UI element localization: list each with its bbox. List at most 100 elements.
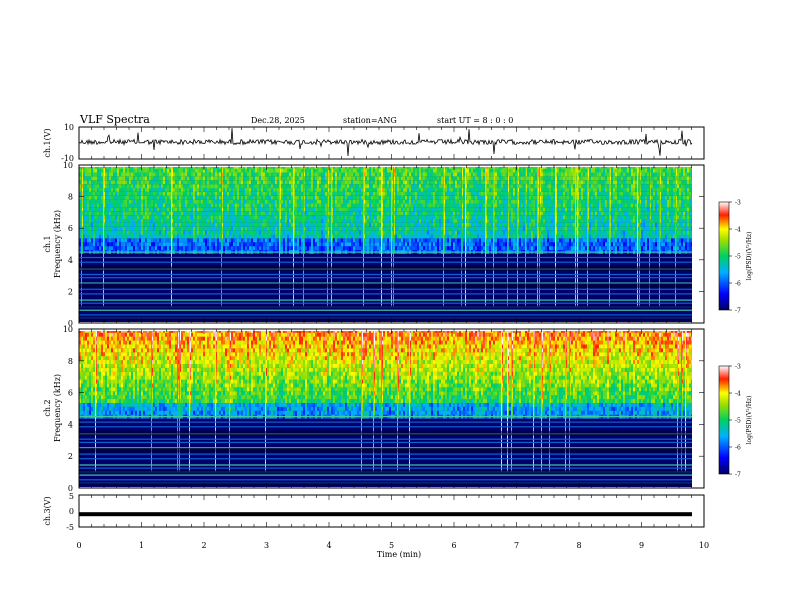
spectrogram-cell xyxy=(321,207,323,212)
spectrogram-cell xyxy=(349,187,351,192)
spectrogram-cell xyxy=(243,176,245,181)
spectrogram-cell xyxy=(139,218,141,223)
spectrogram-cell xyxy=(295,203,297,208)
spectrogram-cell xyxy=(169,246,171,251)
spectrogram-cell xyxy=(351,184,353,189)
spectrogram-cell xyxy=(365,199,367,204)
spectrogram-cell xyxy=(483,172,485,177)
spectrogram-cell xyxy=(423,246,425,251)
spectrogram-cell xyxy=(215,238,217,243)
spectrogram-cell xyxy=(183,172,185,177)
spectrogram-cell xyxy=(365,195,367,200)
spectrogram-cell xyxy=(321,230,323,235)
spectrogram-cell xyxy=(187,230,189,235)
spectrogram-cell xyxy=(133,230,135,235)
spectrogram-cell xyxy=(143,187,145,192)
spectrogram-cell xyxy=(177,176,179,181)
spectrogram-cell xyxy=(223,218,225,223)
spectrogram-cell xyxy=(349,218,351,223)
spectrogram-cell xyxy=(295,215,297,220)
spectrogram-cell xyxy=(95,172,97,177)
spectrogram-cell xyxy=(307,172,309,177)
spectrogram-cell xyxy=(353,172,355,177)
spectrogram-cell xyxy=(183,215,185,220)
spectrogram-cell xyxy=(335,211,337,216)
spectrogram-cell xyxy=(467,222,469,227)
spectrogram-cell xyxy=(167,238,169,243)
spectrogram-cell xyxy=(83,180,85,185)
spectrogram-cell xyxy=(247,246,249,251)
spectrogram-cell xyxy=(371,230,373,235)
spectrogram-cell xyxy=(143,215,145,220)
spectrogram-cell xyxy=(355,211,357,216)
spectrogram-cell xyxy=(289,187,291,192)
spectrogram-cell xyxy=(257,242,259,247)
spectrogram-cell xyxy=(237,238,239,243)
spectrogram-cell xyxy=(309,176,311,181)
spectrogram-cell xyxy=(169,230,171,235)
spectrogram-cell xyxy=(405,167,407,169)
spectrogram-cell xyxy=(319,180,321,185)
spectrogram-cell xyxy=(93,207,95,212)
spectrogram-cell xyxy=(433,199,435,204)
spectrogram-cell xyxy=(379,230,381,235)
spectrogram-cell xyxy=(93,215,95,220)
spectrogram-cell xyxy=(233,226,235,231)
spectrogram-cell xyxy=(147,203,149,208)
spectrogram-cell xyxy=(287,242,289,247)
spectrogram-cell xyxy=(161,207,163,212)
spectrogram-cell xyxy=(321,167,323,169)
spectrogram-cell xyxy=(211,246,213,251)
spectrogram-cell xyxy=(99,222,101,227)
spectrogram-cell xyxy=(491,167,493,169)
spectrogram-cell xyxy=(457,203,459,208)
spectrogram-cell xyxy=(91,215,93,220)
spectrogram-cell xyxy=(333,184,335,189)
spectrogram-cell xyxy=(389,226,391,231)
spectrogram-cell xyxy=(181,180,183,185)
spectrogram-cell xyxy=(247,238,249,243)
spectrogram-cell xyxy=(155,168,157,173)
spectrogram-cell xyxy=(397,172,399,177)
spectrogram-cell xyxy=(459,215,461,220)
spectrogram-cell xyxy=(145,226,147,231)
spectrogram-cell xyxy=(353,215,355,220)
spectrogram-cell xyxy=(437,242,439,247)
spectrogram-cell xyxy=(263,230,265,235)
spectrogram-cell xyxy=(119,203,121,208)
spectrogram-cell xyxy=(281,242,283,247)
spectrogram-cell xyxy=(135,218,137,223)
spectrogram-cell xyxy=(133,207,135,212)
spectrogram-cell xyxy=(117,238,119,243)
spectrogram-cell xyxy=(273,184,275,189)
spectrogram-cell xyxy=(457,222,459,227)
spectrogram-cell xyxy=(441,218,443,223)
spectrogram-cell xyxy=(355,168,357,173)
spectrogram-cell xyxy=(325,184,327,189)
spectrogram-cell xyxy=(323,222,325,227)
spectrogram-cell xyxy=(399,242,401,247)
spectrogram-cell xyxy=(249,211,251,216)
spectrogram-cell xyxy=(325,238,327,243)
spectrogram-cell xyxy=(227,187,229,192)
spectrogram-cell xyxy=(271,234,273,239)
spectrogram-cell xyxy=(423,184,425,189)
spectrogram-cell xyxy=(131,242,133,247)
spectrogram-cell xyxy=(181,207,183,212)
spectrogram-cell xyxy=(343,226,345,231)
spectrogram-cell xyxy=(253,199,255,204)
spectrogram-cell xyxy=(341,199,343,204)
spectrogram-cell xyxy=(193,184,195,189)
spectrogram-cell xyxy=(117,226,119,231)
spectrogram-cell xyxy=(455,184,457,189)
spectrogram-cell xyxy=(139,168,141,173)
spectrogram-cell xyxy=(479,218,481,223)
spectrogram-cell xyxy=(479,195,481,200)
spectrogram-cell xyxy=(427,207,429,212)
spectrogram-cell xyxy=(413,180,415,185)
spectrogram-cell xyxy=(117,195,119,200)
spectrogram-cell xyxy=(299,168,301,173)
spectrogram-cell xyxy=(297,211,299,216)
spectrogram-cell xyxy=(187,168,189,173)
spectrogram-cell xyxy=(211,187,213,192)
